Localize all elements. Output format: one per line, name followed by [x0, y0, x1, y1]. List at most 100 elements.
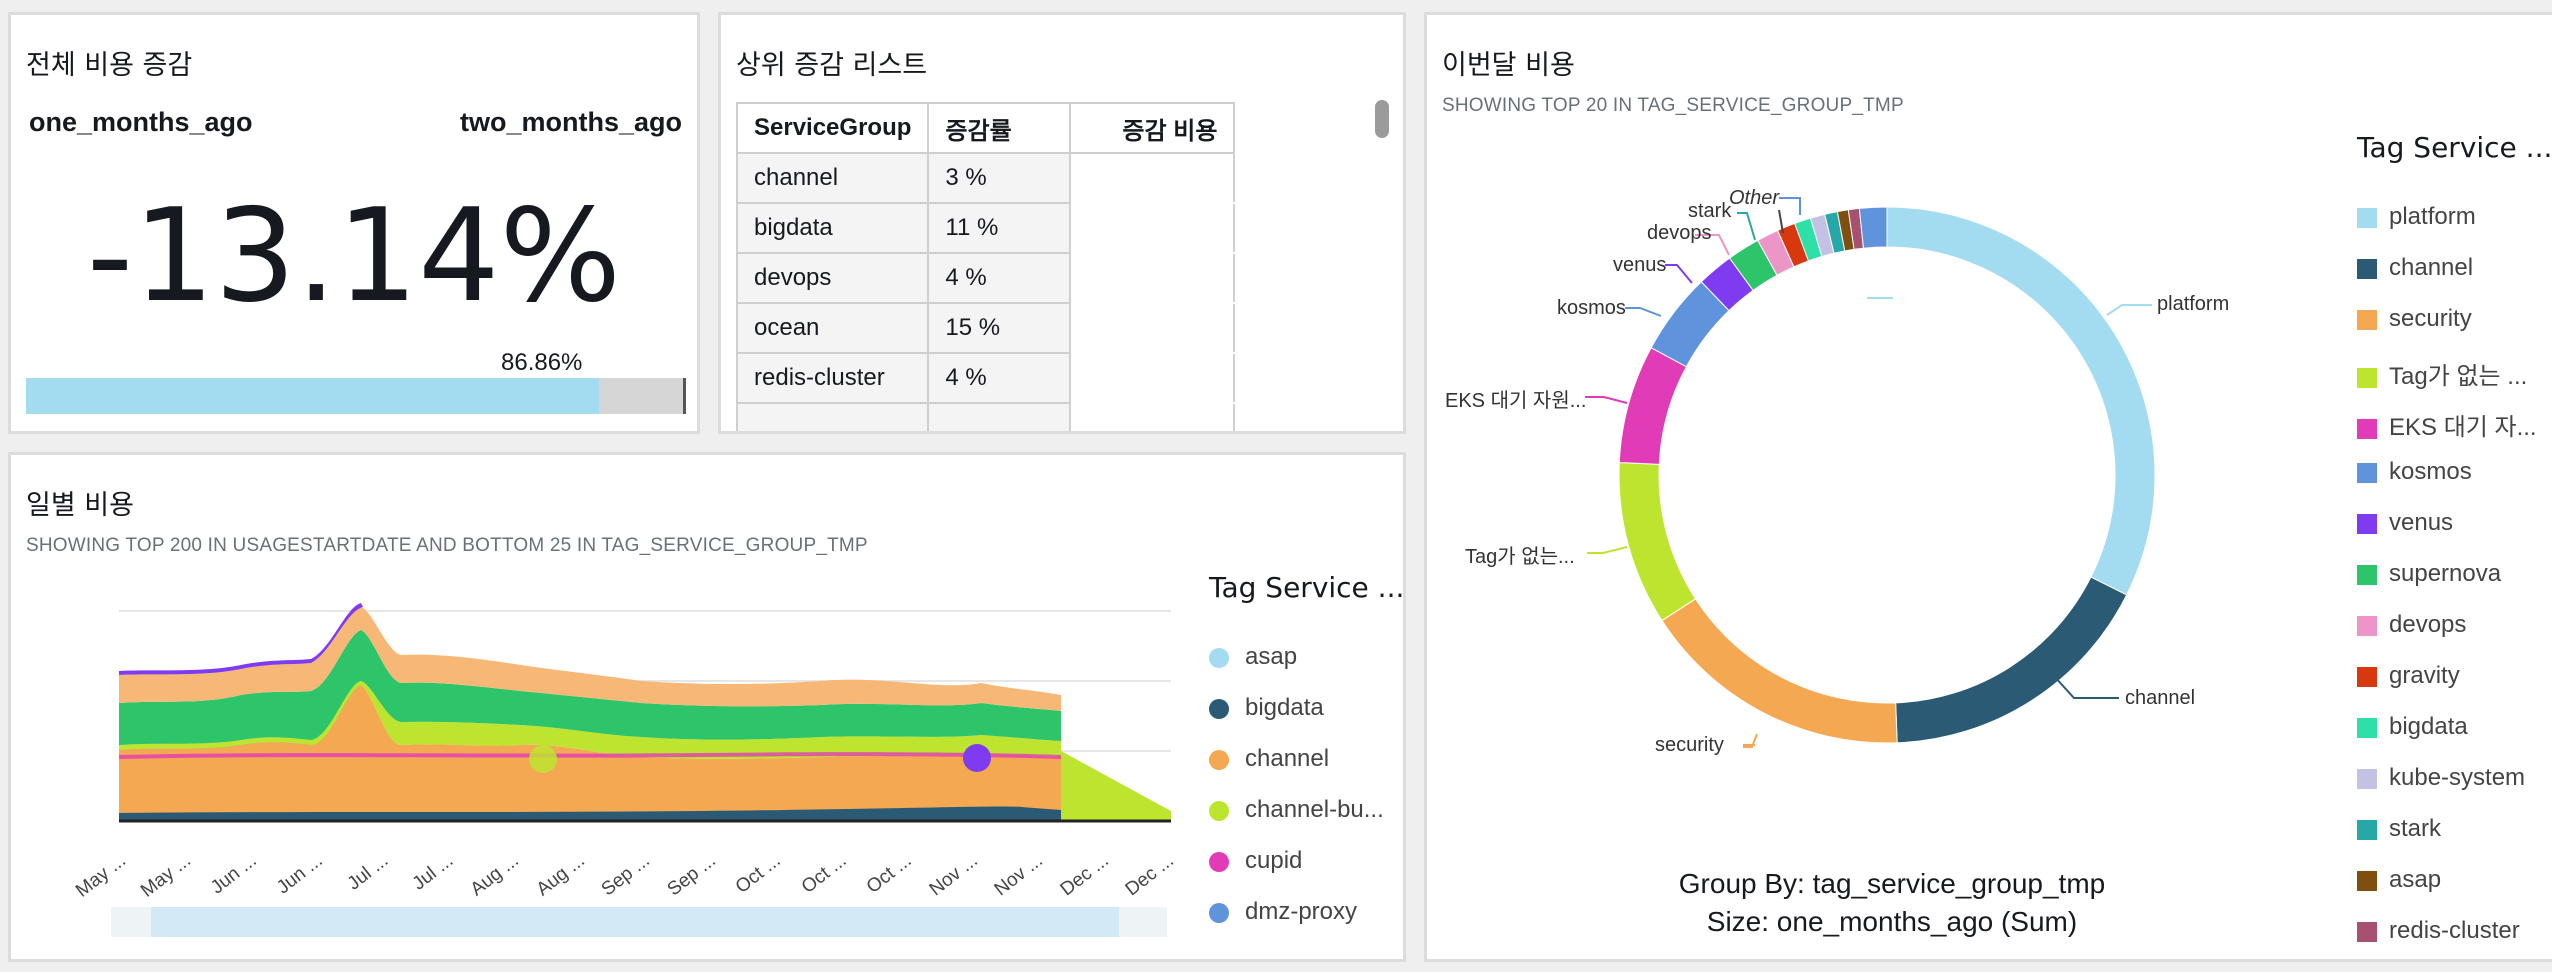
- daily-area-chart[interactable]: [101, 595, 1201, 855]
- legend-swatch: [2357, 309, 2377, 330]
- legend-label: kosmos: [2389, 458, 2472, 485]
- x-axis-tick-label: Nov ...: [925, 850, 982, 901]
- legend-label: Tag가 없는 ...: [2389, 363, 2528, 390]
- cell-service-group: bigdata: [735, 202, 930, 254]
- table-row[interactable]: devops 4 %: [735, 252, 1236, 304]
- panel-title: 일별 비용: [26, 490, 134, 521]
- legend-label: gravity: [2389, 662, 2460, 689]
- legend-title: Tag Service ...: [2357, 131, 2552, 164]
- legend-item[interactable]: kosmos: [2357, 458, 2472, 486]
- legend-item[interactable]: bigdata: [2357, 713, 2468, 741]
- column-header-cost[interactable]: 증감 비용: [1069, 102, 1236, 154]
- legend-item[interactable]: cupid: [1209, 847, 1302, 875]
- cell-cost: [1069, 252, 1236, 304]
- legend-label: cupid: [1245, 847, 1303, 874]
- legend-item[interactable]: channel: [2357, 254, 2473, 282]
- pie-label: EKS 대기 자원...: [1445, 390, 1587, 412]
- x-axis-tick-label: Sep ...: [597, 850, 654, 901]
- legend-label: dmz-proxy: [1245, 898, 1358, 925]
- pie-label: security: [1655, 734, 1724, 756]
- top-change-table: ServiceGroup 증감률 증감 비용 channel 3 % bigdat…: [735, 102, 1236, 431]
- legend-swatch: [2357, 564, 2377, 585]
- legend-swatch: [2357, 462, 2377, 483]
- date-range-slider-handle[interactable]: [151, 907, 1119, 937]
- table-row[interactable]: ocean 15 %: [735, 302, 1236, 354]
- donut-slice-other[interactable]: [1858, 206, 1888, 249]
- table-scrollbar[interactable]: [1375, 100, 1389, 138]
- legend-item[interactable]: stark: [2357, 815, 2441, 843]
- legend-swatch: [1209, 698, 1229, 719]
- pie-label: venus: [1613, 254, 1667, 276]
- legend-item[interactable]: asap: [2357, 866, 2441, 894]
- legend-label: channel: [2389, 254, 2474, 281]
- legend-swatch: [1209, 749, 1229, 770]
- legend-label: asap: [2389, 866, 2442, 893]
- legend-label: platform: [2389, 203, 2476, 230]
- legend-swatch: [2357, 870, 2377, 891]
- legend-swatch: [2357, 367, 2377, 388]
- cell-rate: 11 %: [927, 202, 1072, 254]
- legend-item[interactable]: kube-system: [2357, 764, 2525, 792]
- legend-item[interactable]: redis-cluster: [2357, 917, 2520, 945]
- legend-item[interactable]: supernova: [2357, 560, 2501, 588]
- legend-item[interactable]: security: [2357, 305, 2472, 333]
- x-axis-tick-label: Jun ...: [272, 850, 327, 899]
- legend-item[interactable]: gravity: [2357, 662, 2460, 690]
- anomaly-marker[interactable]: [963, 744, 991, 772]
- kpi-right-label: two_months_ago: [459, 107, 682, 137]
- legend-item[interactable]: devops: [2357, 611, 2466, 639]
- legend-item[interactable]: EKS 대기 자...: [2357, 407, 2537, 442]
- date-range-slider[interactable]: [111, 907, 1167, 937]
- area-series-asap: [119, 607, 1061, 711]
- legend-item[interactable]: channel-bu...: [1209, 796, 1384, 824]
- monthly-donut-chart[interactable]: [1617, 205, 2157, 745]
- legend-item[interactable]: asap: [1209, 643, 1297, 671]
- x-axis-tick-label: Dec ...: [1121, 850, 1178, 901]
- table-row[interactable]: bigdata 11 %: [735, 202, 1236, 254]
- area-series-supernova: [119, 630, 1061, 745]
- chart-footer: Group By: tag_service_group_tmp Size: on…: [1592, 865, 2192, 941]
- legend-item[interactable]: channel: [1209, 745, 1329, 773]
- cell-service-group: devops: [735, 252, 930, 304]
- pie-label: platform: [2157, 293, 2230, 315]
- top-change-list-panel: 상위 증감 리스트 ServiceGroup 증감률 증감 비용 channel…: [718, 12, 1406, 434]
- kpi-progress-fill: [26, 378, 600, 414]
- x-axis-tick-label: Aug ...: [532, 850, 589, 901]
- legend-label: bigdata: [1245, 694, 1324, 721]
- legend-swatch: [2357, 207, 2377, 228]
- table-row[interactable]: redis-cluster 4 %: [735, 352, 1236, 404]
- legend-label: stark: [2389, 815, 2442, 842]
- area-series-tail: [1061, 751, 1171, 821]
- daily-cost-panel: 일별 비용 SHOWING TOP 200 IN USAGESTARTDATE …: [8, 452, 1406, 962]
- anomaly-marker[interactable]: [529, 745, 557, 773]
- cell-service-group: ocean: [735, 302, 930, 354]
- x-axis-tick-label: Oct ...: [797, 850, 851, 898]
- cell-rate: 4 %: [927, 352, 1072, 404]
- x-axis-tick-label: Jul ...: [408, 850, 458, 895]
- table-row[interactable]: [735, 402, 1236, 431]
- cell-service-group: redis-cluster: [735, 352, 930, 404]
- legend-item[interactable]: platform: [2357, 203, 2476, 231]
- legend-item[interactable]: bigdata: [1209, 694, 1324, 722]
- panel-subtitle: SHOWING TOP 20 IN TAG_SERVICE_GROUP_TMP: [1442, 95, 1904, 116]
- group-by-label: Group By: tag_service_group_tmp: [1678, 868, 2106, 899]
- column-header-rate[interactable]: 증감률: [927, 102, 1072, 154]
- kpi-progress-end-marker: [683, 378, 686, 414]
- donut-leader-lines: [1585, 197, 2152, 748]
- legend-item[interactable]: venus: [2357, 509, 2453, 537]
- legend-item[interactable]: Tag가 없는 ...: [2357, 356, 2527, 391]
- legend-item[interactable]: dmz-proxy: [1209, 898, 1357, 926]
- legend-swatch: [2357, 717, 2377, 738]
- legend-swatch: [1209, 902, 1229, 923]
- legend-label: asap: [1245, 643, 1298, 670]
- legend-swatch: [1209, 647, 1229, 668]
- panel-title: 상위 증감 리스트: [736, 50, 928, 81]
- legend-swatch: [2357, 258, 2377, 279]
- panel-title: 이번달 비용: [1442, 50, 1575, 81]
- legend-label: supernova: [2389, 560, 2502, 587]
- cell-service-group: channel: [735, 152, 930, 204]
- legend-label: venus: [2389, 509, 2454, 536]
- area-series-cupid: [119, 752, 1061, 759]
- column-header-service-group[interactable]: ServiceGroup: [735, 102, 930, 154]
- table-row[interactable]: channel 3 %: [735, 152, 1236, 204]
